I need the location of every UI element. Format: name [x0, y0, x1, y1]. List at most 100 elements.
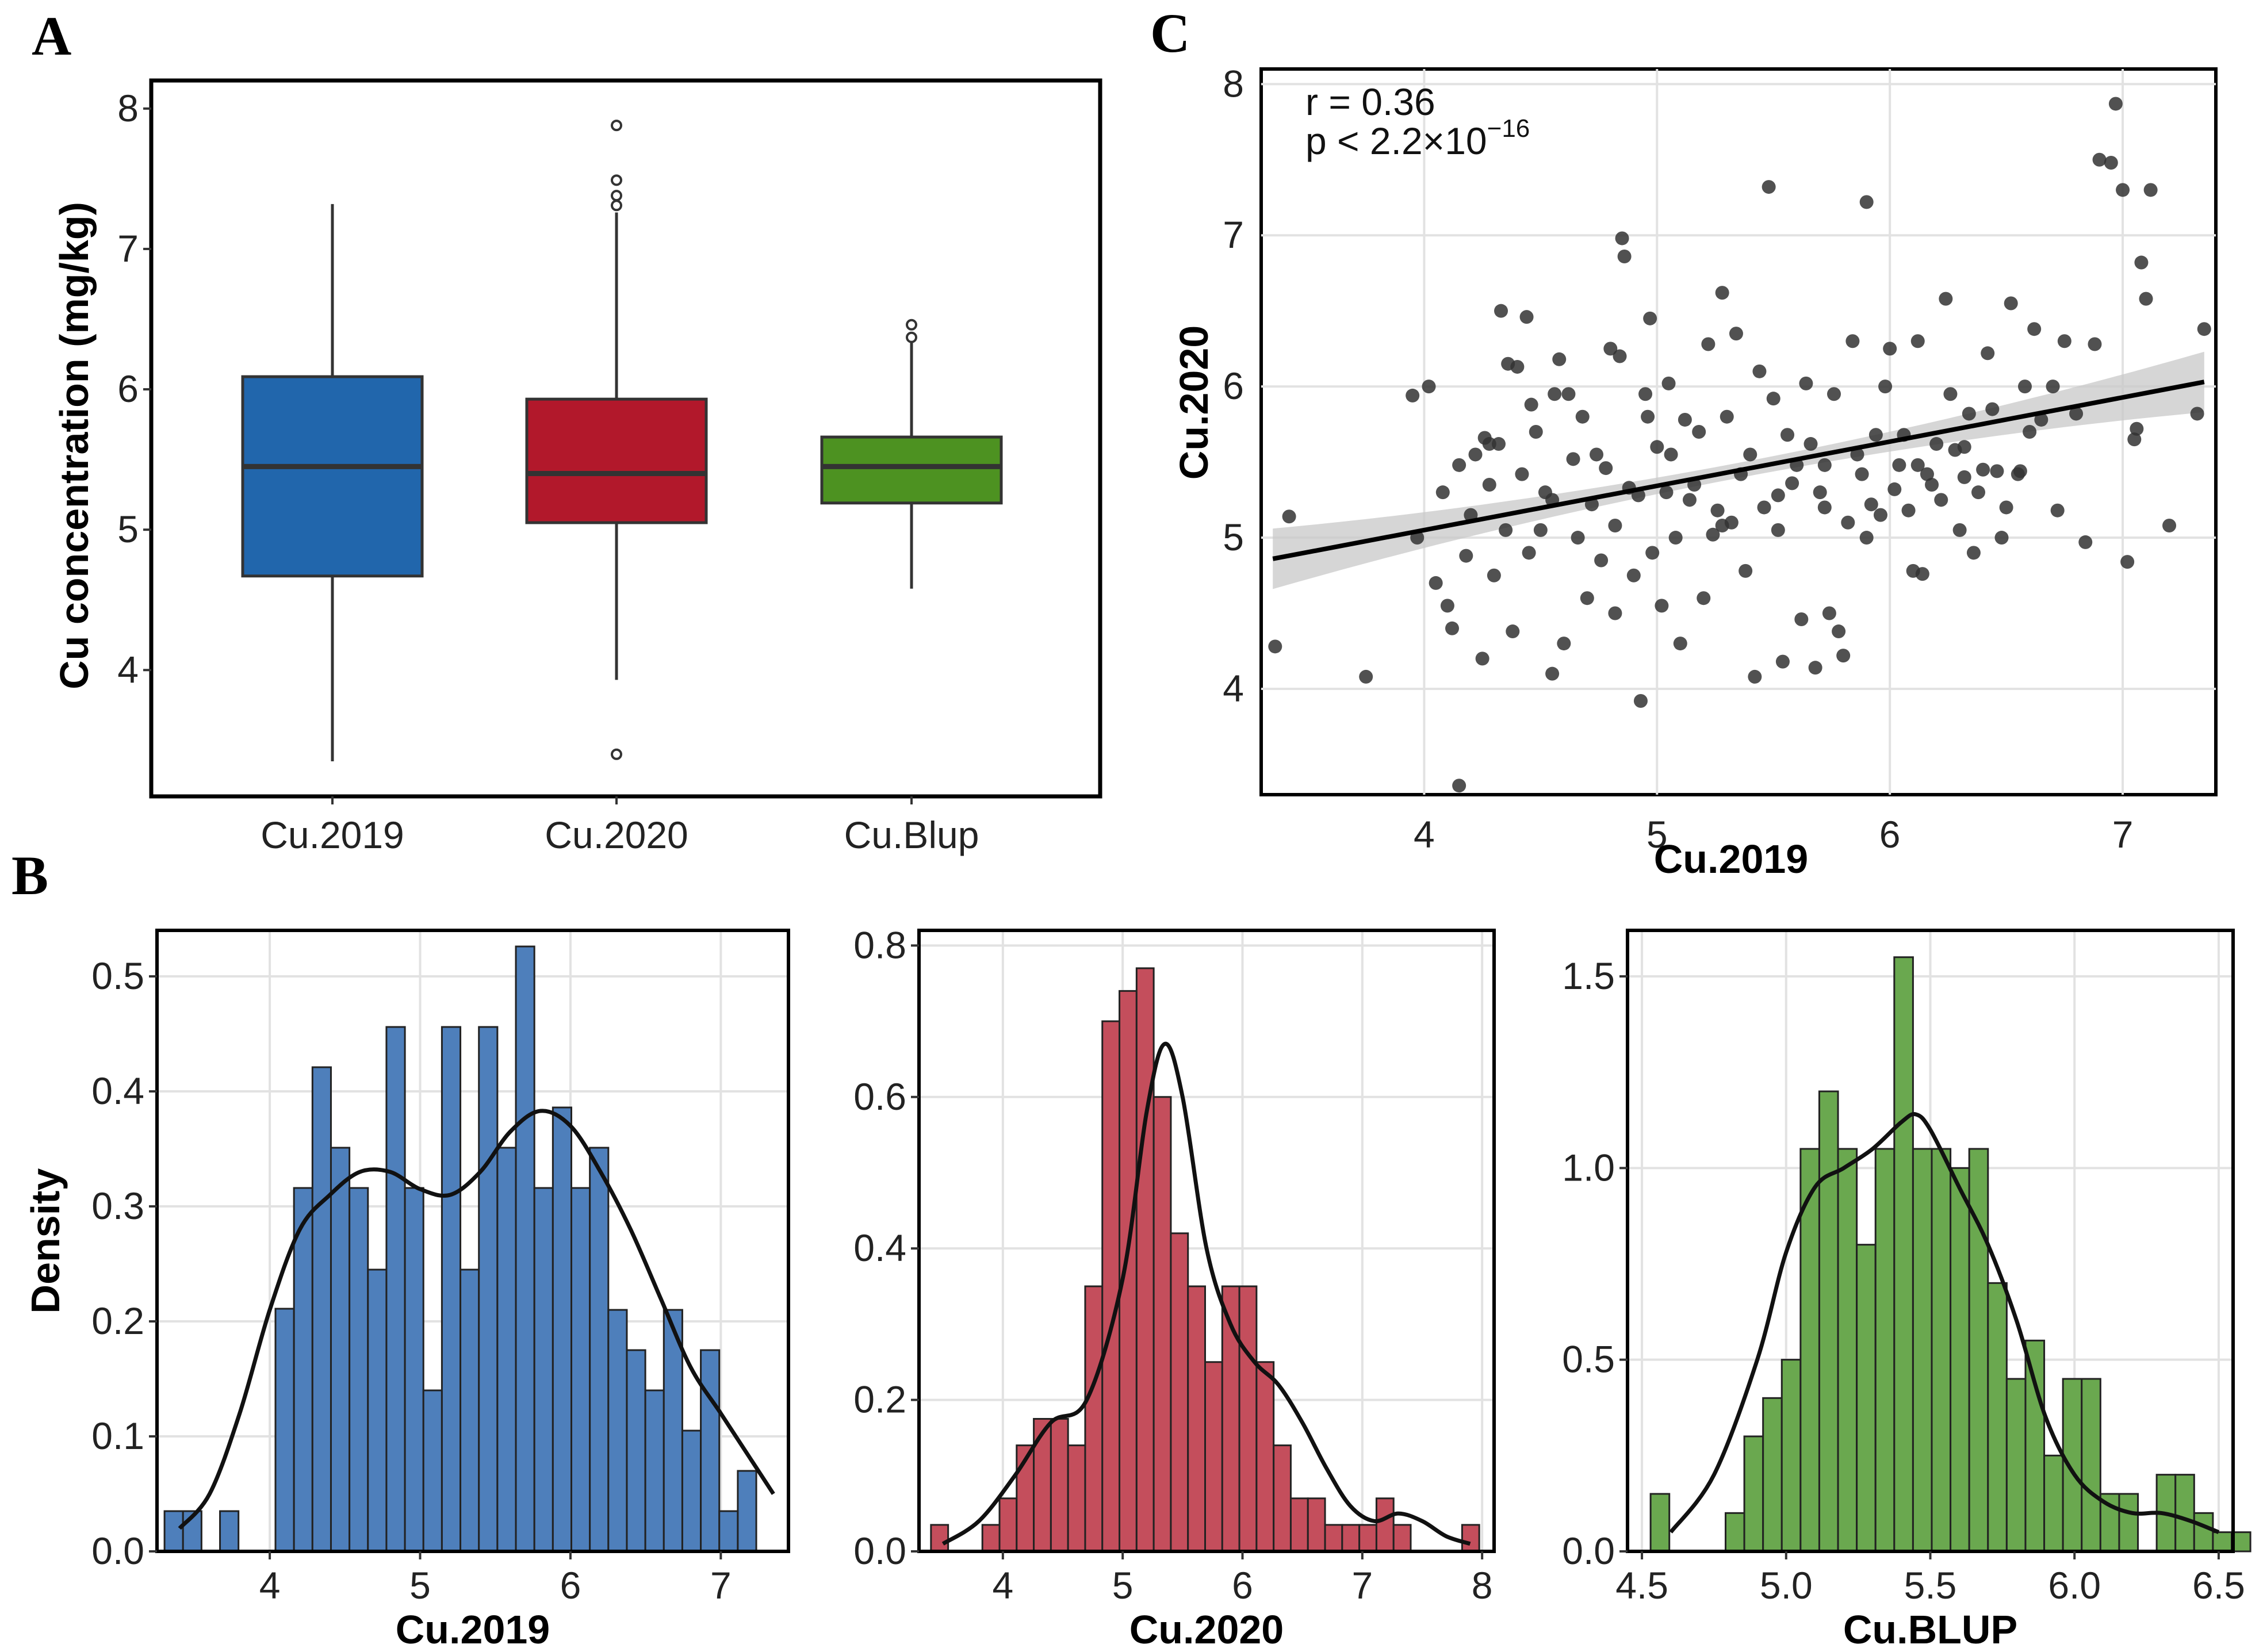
- scatter-point: [2190, 407, 2204, 421]
- scatter-point: [1561, 387, 1576, 401]
- x-tick-label: 5: [409, 1564, 431, 1607]
- scatter-point: [2088, 337, 2102, 351]
- scatter-point: [1729, 327, 1743, 341]
- scatter-point: [1359, 669, 1373, 684]
- scatter-point: [1668, 531, 1683, 545]
- scatter-point: [1803, 437, 1818, 451]
- histogram-bar: [998, 1497, 1018, 1553]
- density-curve: [1669, 1112, 2220, 1534]
- box: [241, 375, 424, 578]
- scatter-point: [1617, 250, 1632, 264]
- y-tick-label: 0.0: [853, 1530, 906, 1572]
- scatter-point: [1845, 334, 1860, 348]
- panel-c-p-annotation: p < 2.2×10−16: [1305, 114, 1530, 162]
- scatter-point: [1762, 180, 1776, 194]
- scatter-point: [2116, 183, 2130, 197]
- panel-c-x-label: Cu.2019: [1654, 837, 1808, 881]
- scatter-point: [1406, 388, 1420, 403]
- panel-a-x-ticks: Cu.2019 Cu.2020 Cu.Blup: [261, 796, 979, 856]
- x-tick-label: 6: [1232, 1564, 1253, 1607]
- y-tick-label: 0.8: [853, 923, 906, 966]
- histogram-bar: [1273, 1444, 1292, 1553]
- scatter-point: [1859, 531, 1874, 545]
- scatter-point: [1822, 606, 1836, 620]
- y-tick-label: 4: [1223, 667, 1244, 710]
- histogram-bar: [1931, 1148, 1952, 1553]
- histogram-bar: [2005, 1378, 2027, 1553]
- histogram-bar: [219, 1510, 240, 1553]
- histogram-bar: [607, 1309, 628, 1553]
- scatter-point: [1575, 409, 1590, 424]
- scatter-point: [1661, 376, 1676, 390]
- panel-c-scatter: 4 5 6 7 8 4 5 6 7 r = 0.36 p < 2.2×10−16 Cu.2019…: [1171, 62, 2218, 881]
- histogram-bar: [293, 1187, 313, 1553]
- histogram-bar: [1818, 1090, 1839, 1553]
- scatter-point: [1878, 380, 1893, 394]
- scatter-point: [1887, 482, 1902, 496]
- scatter-point: [1655, 599, 1669, 613]
- scatter-point: [1775, 654, 1790, 669]
- histogram-bar: [2193, 1512, 2214, 1553]
- scatter-point: [1934, 493, 1948, 507]
- histogram-bar: [1119, 990, 1138, 1553]
- y-tick-label: 0.2: [91, 1300, 144, 1342]
- histogram-bar: [2062, 1378, 2083, 1553]
- scatter-point: [1580, 591, 1594, 605]
- scatter-point: [1590, 447, 1604, 462]
- scatter-point: [1920, 467, 1934, 481]
- scatter-point: [2162, 519, 2177, 533]
- outlier-point: [906, 319, 917, 331]
- scatter-point: [1552, 352, 1567, 366]
- scatter-point: [2046, 380, 2060, 394]
- histogram-bar: [1238, 1285, 1258, 1553]
- scatter-point: [1697, 591, 1711, 605]
- scatter-point: [1633, 693, 1648, 708]
- density-curve: [178, 1109, 775, 1530]
- panel-label-a: A: [32, 5, 71, 67]
- box-Cu.Blup: [820, 319, 1003, 589]
- histogram-bar: [1893, 956, 1914, 1553]
- scatter-point: [1641, 409, 1655, 424]
- scatter-point: [1757, 500, 1771, 515]
- scatter-point: [1841, 515, 1855, 530]
- y-tick-label: 0.3: [91, 1185, 144, 1227]
- scatter-point: [1785, 476, 1799, 490]
- y-tick-label: 5: [1223, 516, 1244, 558]
- scatter-point: [1643, 311, 1657, 325]
- scatter-point: [1892, 458, 1906, 472]
- histogram-bar: [1780, 1359, 1802, 1553]
- scatter-point: [1487, 568, 1501, 582]
- x-tick-label: 7: [1351, 1564, 1373, 1607]
- scatter-point: [1901, 503, 1916, 518]
- histogram-bar: [2081, 1378, 2101, 1553]
- outlier-point: [906, 331, 917, 343]
- y-tick-label: 4: [117, 648, 139, 691]
- y-tick-label: 5: [117, 508, 139, 550]
- scatter-point: [2050, 503, 2065, 518]
- y-tick-label: 0.5: [91, 955, 144, 997]
- histogram-bar: [1289, 1497, 1309, 1553]
- histogram-bar: [644, 1389, 665, 1553]
- histogram-bar: [515, 945, 535, 1553]
- scatter-point: [1468, 447, 1483, 462]
- y-tick-label: 8: [1223, 62, 1244, 105]
- scatter-point: [1613, 349, 1627, 363]
- y-tick-label: 0.4: [853, 1226, 906, 1269]
- scatter-point: [1827, 387, 1841, 401]
- scatter-point: [1548, 387, 1562, 401]
- scatter-point: [1482, 478, 1496, 492]
- panel-a-y-label: Cu concentration (mg/kg): [52, 202, 97, 689]
- histogram-bar: [2174, 1474, 2195, 1553]
- histogram-bar: [1187, 1285, 1206, 1553]
- scatter-point: [1748, 669, 1762, 684]
- histogram-bar: [163, 1510, 184, 1553]
- panel-b3-histogram: 0.0 0.5 1.0 1.5 4.5 5.0 5.5 6.0 6.5 Cu.BLUP: [1562, 929, 2251, 1652]
- outlier-point: [611, 748, 622, 760]
- scatter-point: [1859, 195, 1874, 209]
- histogram-bar: [1950, 1167, 1970, 1553]
- x-tick-label: 6: [1879, 813, 1901, 856]
- histogram-bar: [1743, 1435, 1764, 1553]
- scatter-point: [1971, 485, 1986, 500]
- scatter-point: [1608, 606, 1622, 620]
- histogram-bar: [311, 1066, 332, 1553]
